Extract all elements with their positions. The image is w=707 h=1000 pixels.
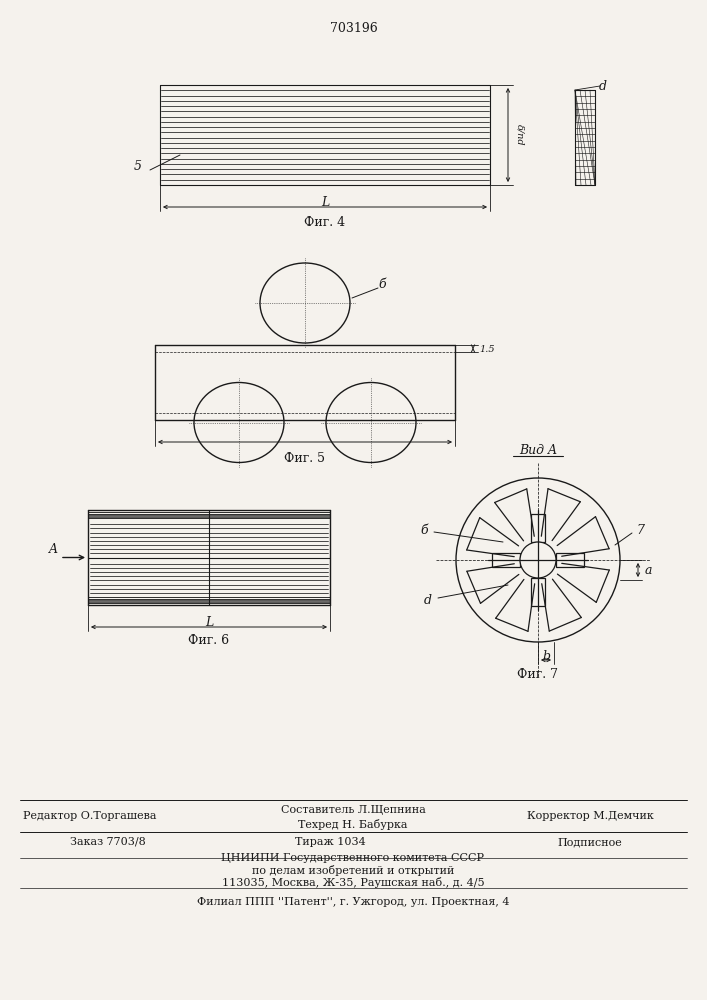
Text: Редактор О.Торгашева: Редактор О.Торгашева xyxy=(23,811,157,821)
Text: L: L xyxy=(205,615,213,629)
Text: δ/nd: δ/nd xyxy=(515,124,525,146)
Text: Тираж 1034: Тираж 1034 xyxy=(295,837,366,847)
Text: 703196: 703196 xyxy=(330,21,378,34)
Text: b: b xyxy=(542,650,550,662)
Text: d: d xyxy=(424,593,432,606)
Text: Вид A: Вид A xyxy=(519,444,557,456)
Text: Подписное: Подписное xyxy=(558,837,622,847)
Text: Фиг. 5: Фиг. 5 xyxy=(284,452,325,464)
Text: a: a xyxy=(644,564,652,576)
Text: по делам изобретений и открытий: по делам изобретений и открытий xyxy=(252,864,454,876)
Text: Фиг. 4: Фиг. 4 xyxy=(305,217,346,230)
Circle shape xyxy=(520,542,556,578)
Text: 1.5: 1.5 xyxy=(479,344,495,354)
Polygon shape xyxy=(531,578,545,606)
Text: Техред Н. Бабурка: Техред Н. Бабурка xyxy=(298,818,408,830)
Polygon shape xyxy=(531,514,545,542)
Text: 7: 7 xyxy=(636,524,644,536)
Polygon shape xyxy=(556,553,584,567)
Text: Корректор М.Демчик: Корректор М.Демчик xyxy=(527,811,653,821)
Text: Филиал ППП ''Патент'', г. Ужгород, ул. Проектная, 4: Филиал ППП ''Патент'', г. Ужгород, ул. П… xyxy=(197,897,509,907)
Text: Заказ 7703/8: Заказ 7703/8 xyxy=(70,837,146,847)
Text: L: L xyxy=(321,196,329,210)
Text: Фиг. 7: Фиг. 7 xyxy=(518,668,559,680)
Text: 113035, Москва, Ж-35, Раушская наб., д. 4/5: 113035, Москва, Ж-35, Раушская наб., д. … xyxy=(222,876,484,888)
Text: Составитель Л.Щепнина: Составитель Л.Щепнина xyxy=(281,805,426,815)
Text: б: б xyxy=(378,278,386,292)
Polygon shape xyxy=(492,553,520,567)
Text: d: d xyxy=(599,80,607,93)
Text: 5: 5 xyxy=(134,160,142,174)
Text: Фиг. 6: Фиг. 6 xyxy=(189,635,230,648)
Text: ЦНИИПИ Государственного комитета СССР: ЦНИИПИ Государственного комитета СССР xyxy=(221,853,484,863)
Text: A: A xyxy=(49,543,57,556)
Text: б: б xyxy=(420,524,428,536)
